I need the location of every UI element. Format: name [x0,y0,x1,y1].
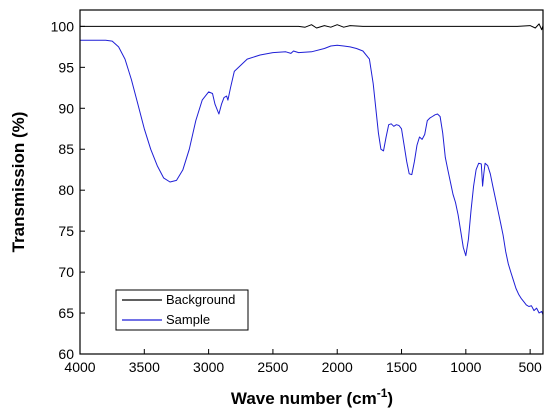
x-tick-label: 4000 [64,359,95,375]
y-tick-label: 85 [58,141,74,157]
x-tick-label: 2500 [257,359,288,375]
x-axis-title-suffix: ) [387,389,393,408]
y-tick-label: 95 [58,59,74,75]
x-tick-label: 3500 [129,359,160,375]
y-tick-label: 65 [58,305,74,321]
legend-box [115,289,249,331]
x-tick-label: 1500 [386,359,417,375]
y-tick-label: 80 [58,182,74,198]
x-tick-label: 2000 [322,359,353,375]
x-tick-label: 3000 [193,359,224,375]
ticks-layer: 4000 3500 3000 2500 2000 1500 1000 500 60 65 70 75 8… [51,18,542,375]
x-tick-label: 500 [518,359,542,375]
y-tick-label: 60 [58,346,74,362]
x-axis-title: Wave number (cm-1) [231,386,393,408]
legend-label-background: Background [166,292,235,307]
x-tick-label: 1000 [450,359,481,375]
y-tick-label: 70 [58,264,74,280]
legend: Background Sample [115,289,249,331]
x-axis-title-superscript: -1 [377,386,388,400]
plot-frame [79,9,544,355]
series-line-background [80,23,544,31]
x-axis-title-main: Wave number (cm [231,389,377,408]
y-tick-label: 75 [58,223,74,239]
y-tick-label: 90 [58,100,74,116]
y-tick-label: 100 [51,18,75,34]
series-layer [80,23,544,315]
y-axis-title: Transmission (%) [9,112,28,253]
legend-label-sample: Sample [166,312,210,327]
series-line-sample [80,39,544,315]
